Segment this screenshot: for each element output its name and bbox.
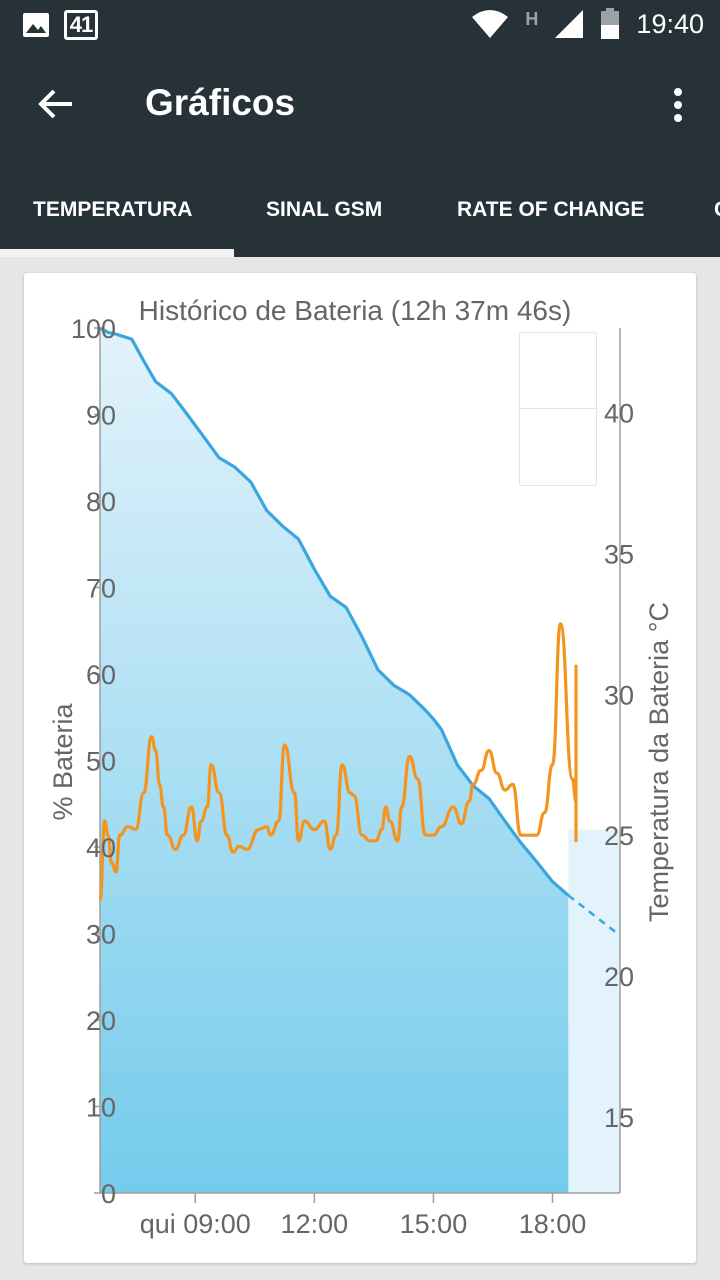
y-tick-label: 50 — [86, 747, 116, 777]
y-tick-label: 90 — [86, 401, 116, 431]
signal-icon — [555, 10, 584, 38]
y-tick-label: 60 — [86, 660, 116, 690]
battery-line — [99, 326, 570, 897]
arrow-back-icon — [38, 89, 72, 119]
battery-history-chart[interactable]: Histórico de Bateria (12h 37m 46s) 0 10 20 3… — [24, 273, 696, 1263]
y-tick-label: 0 — [101, 1179, 116, 1209]
y-tick-label: 10 — [86, 1093, 116, 1123]
y-tick-label: 70 — [86, 574, 116, 604]
x-tick-label: qui 09:00 — [140, 1209, 251, 1239]
tab-indicator — [0, 249, 234, 257]
zoom-out-button[interactable] — [520, 410, 596, 486]
more-vert-icon — [674, 88, 682, 122]
wifi-icon — [472, 10, 509, 38]
y-tick-label: 80 — [86, 487, 116, 517]
y2-tick-label: 30 — [604, 680, 634, 710]
network-type: H — [525, 8, 539, 29]
battery-projection-line — [567, 894, 621, 937]
battery-icon — [601, 8, 620, 39]
y2-tick-label: 15 — [604, 1103, 634, 1133]
x-tick-label: 15:00 — [400, 1209, 468, 1239]
tab-bar: TEMPERATURA SINAL GSM RATE OF CHANGE C — [0, 160, 720, 257]
y2-tick-label: 35 — [604, 539, 634, 569]
x-tick-label: 12:00 — [281, 1209, 349, 1239]
chart-card: Histórico de Bateria (12h 37m 46s) 0 10 20 3… — [24, 273, 696, 1263]
zoom-in-button[interactable] — [520, 333, 596, 409]
back-button[interactable] — [30, 78, 82, 130]
y-tick-label: 100 — [71, 314, 116, 344]
y-tick-label: 40 — [86, 833, 116, 863]
y2-tick-label: 25 — [604, 821, 634, 851]
y2-axis-label: Temperatura da Bateria °C — [644, 602, 674, 922]
y2-tick-label: 40 — [604, 399, 634, 429]
battery-area — [100, 328, 569, 1193]
image-icon — [23, 13, 49, 37]
clock: 19:40 — [636, 8, 704, 39]
y-axis-label: % Bateria — [48, 702, 78, 820]
zoom-controls — [519, 332, 597, 486]
y2-tick-label: 20 — [604, 962, 634, 992]
x-tick-label: 18:00 — [519, 1209, 587, 1239]
app-bar: Gráficos — [0, 50, 720, 160]
tab-rate-of-change[interactable]: RATE OF CHANGE — [457, 198, 645, 221]
y-tick-label: 30 — [86, 920, 116, 950]
temperature-line — [98, 622, 578, 902]
tab-temperatura[interactable]: TEMPERATURA — [33, 198, 193, 221]
tab-sinal-gsm[interactable]: SINAL GSM — [266, 198, 383, 221]
page-title: Gráficos — [145, 82, 296, 123]
y-tick-label: 20 — [86, 1006, 116, 1036]
overflow-menu-button[interactable] — [658, 80, 698, 130]
chart-title: Histórico de Bateria (12h 37m 46s) — [139, 295, 572, 326]
status-bar: 41 H 19:40 — [0, 0, 720, 50]
tab-next-partial[interactable]: C — [714, 198, 720, 224]
projection-area — [568, 829, 620, 1193]
notification-count: 41 — [64, 10, 98, 40]
